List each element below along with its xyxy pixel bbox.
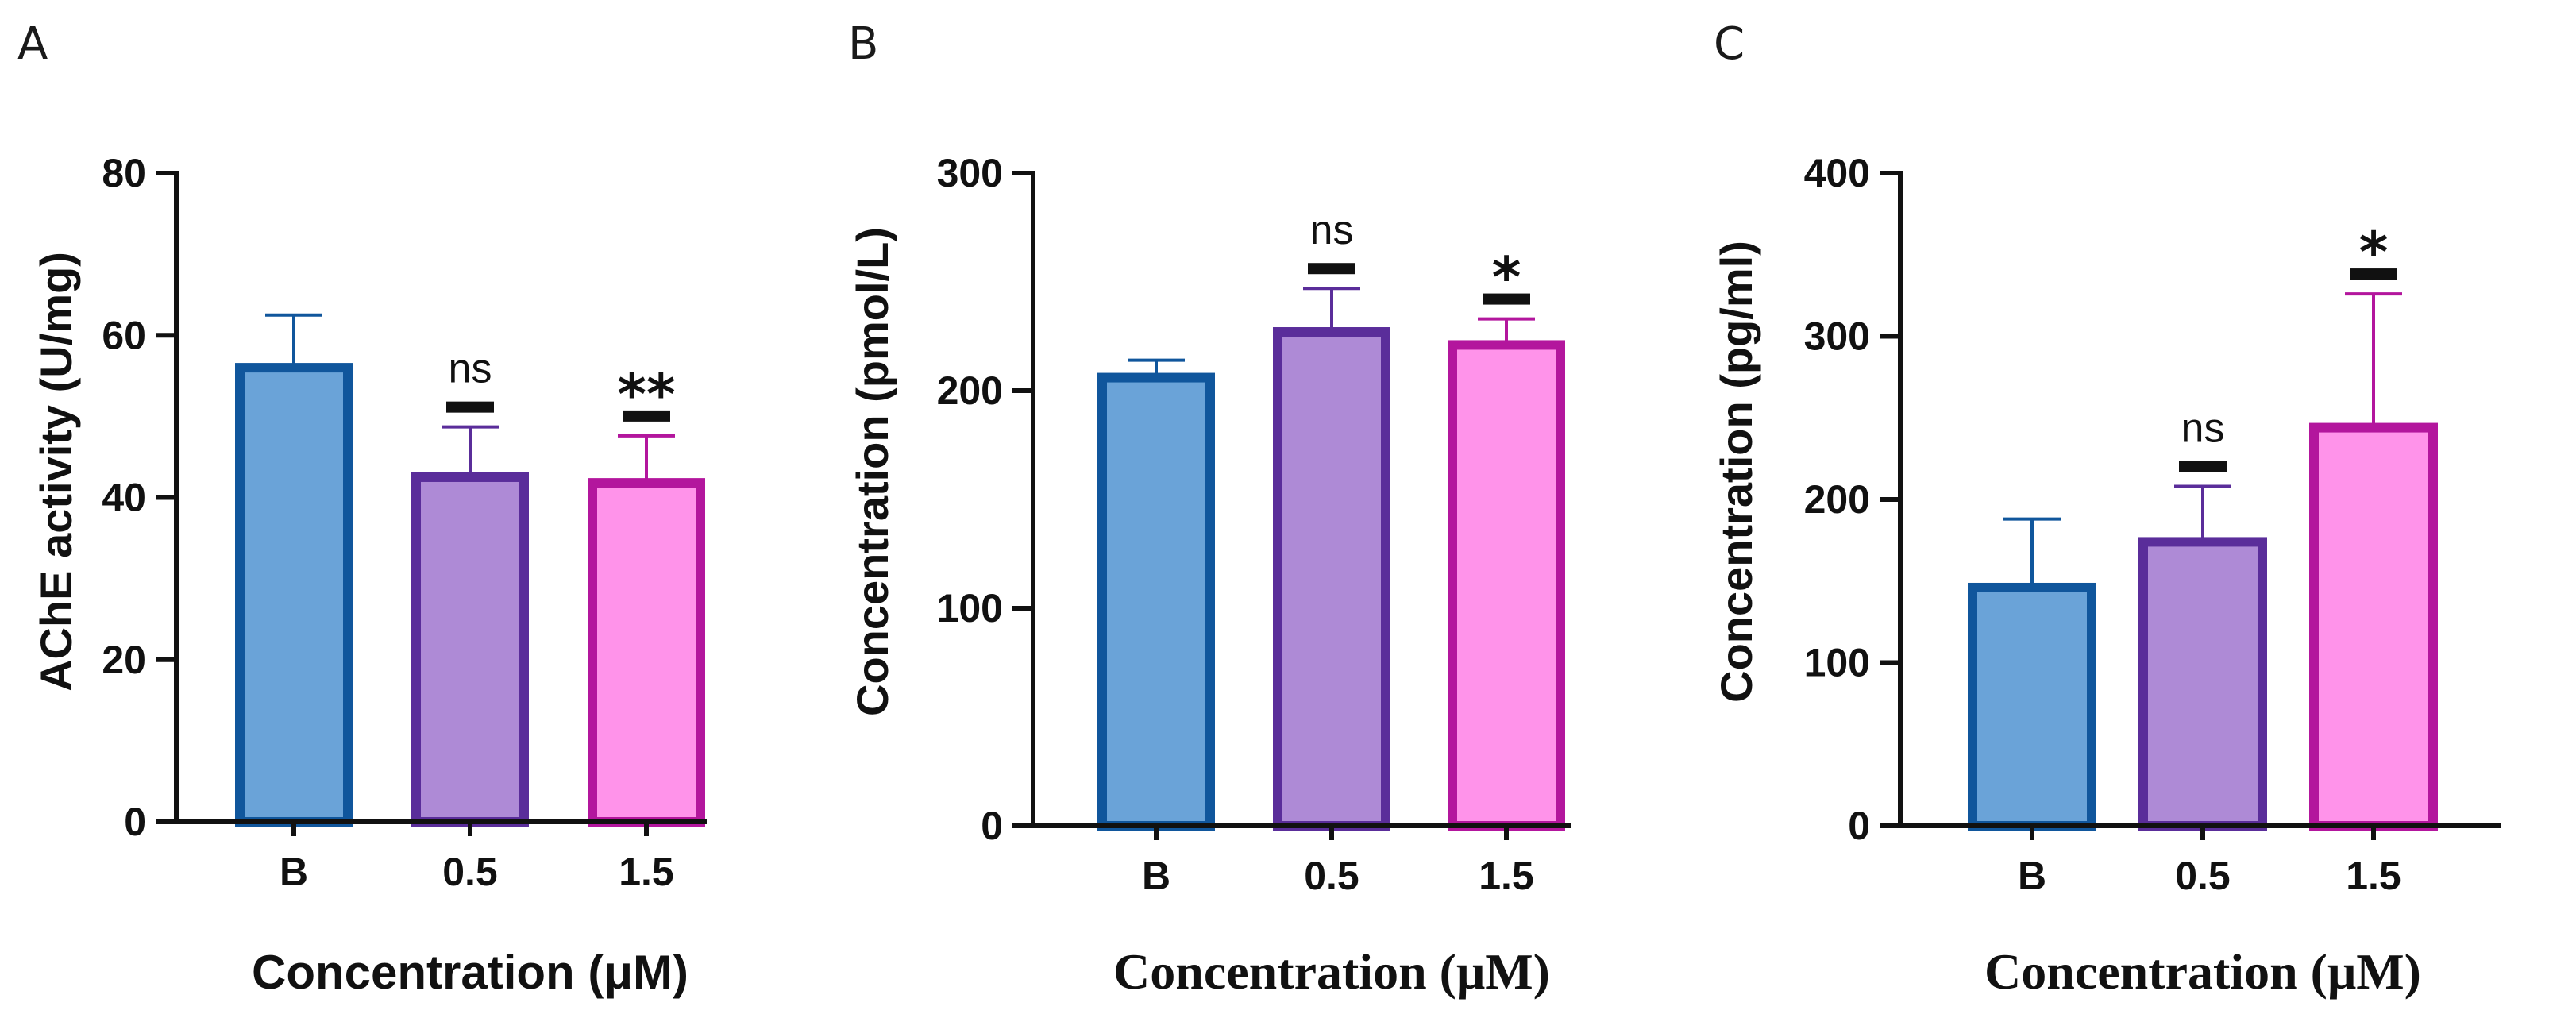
y-tick-label: 0 — [981, 804, 1003, 848]
panel-b-letter: B — [848, 18, 878, 70]
panel-a-letter: A — [17, 18, 48, 70]
significance-bar — [623, 410, 670, 422]
category-label: 1.5 — [2346, 854, 2401, 898]
y-tick-label: 100 — [937, 586, 1003, 630]
y-tick-label: 0 — [1848, 804, 1870, 848]
panel-b-plot: B 0.5 ns 1.5 * 0 100 200 300 — [937, 151, 1571, 898]
category-label: 0.5 — [1304, 854, 1359, 898]
category-label: B — [2018, 854, 2046, 898]
significance-label: ns — [1310, 207, 1354, 253]
y-tick-label: 200 — [937, 368, 1003, 413]
significance-bar — [2350, 268, 2397, 280]
significance-label: ** — [617, 362, 675, 427]
panel-c-letter: C — [1714, 18, 1745, 70]
panel-c-plot: B 0.5 ns 1.5 * 0 100 200 300 400 — [1804, 151, 2501, 898]
y-tick-label: 60 — [102, 313, 146, 357]
panel-b-ylabel: Concentration (pmol/L) — [847, 227, 897, 716]
panel-a-xlabel: Concentration (μM) — [252, 946, 688, 999]
significance-bar — [1308, 263, 1355, 275]
bar-0.5 — [2138, 537, 2267, 831]
panel-c-ylabel: Concentration (pg/ml) — [1711, 241, 1761, 703]
y-tick-label: 300 — [937, 151, 1003, 195]
category-label: 0.5 — [442, 850, 498, 894]
panel-a-ylabel: AChE activity (U/mg) — [31, 252, 81, 692]
category-label: 1.5 — [619, 850, 674, 894]
panel-b: B B 0.5 ns 1.5 * 0 100 200 300 Concentration (pm… — [847, 18, 1571, 1000]
category-label: 0.5 — [2175, 854, 2231, 898]
bar-B — [235, 363, 353, 827]
bar-1.5 — [588, 478, 705, 827]
significance-label: ns — [449, 346, 492, 392]
significance-bar — [2179, 461, 2227, 472]
panel-a: A B 0.5 ns 1.5 ** 0 20 40 60 80 AChE activity (U/… — [17, 18, 707, 999]
significance-bar — [1483, 293, 1530, 305]
significance-bar — [446, 401, 494, 413]
category-label: B — [1142, 854, 1170, 898]
significance-label: ns — [2181, 406, 2225, 452]
bar-B — [1968, 582, 2096, 831]
significance-label: * — [1492, 245, 1521, 310]
bar-0.5 — [411, 472, 529, 827]
y-tick-label: 300 — [1804, 314, 1870, 359]
y-tick-label: 400 — [1804, 151, 1870, 195]
y-tick-label: 20 — [102, 638, 146, 682]
category-label: B — [280, 850, 308, 894]
bar-1.5 — [1448, 340, 1565, 831]
panel-a-plot: B 0.5 ns 1.5 ** 0 20 40 60 80 — [102, 151, 707, 894]
panel-c: C B 0.5 ns 1.5 * 0 100 200 300 400 Concentration … — [1711, 18, 2501, 1000]
y-tick-label: 100 — [1804, 641, 1870, 685]
y-tick-label: 80 — [102, 151, 146, 195]
bar-B — [1097, 372, 1215, 831]
category-label: 1.5 — [1479, 854, 1534, 898]
bar-1.5 — [2309, 422, 2438, 831]
panel-c-xlabel: Concentration (μM) — [1984, 943, 2421, 1000]
y-tick-label: 200 — [1804, 477, 1870, 522]
bar-0.5 — [1273, 327, 1390, 831]
significance-label: * — [2359, 220, 2389, 285]
y-tick-label: 40 — [102, 476, 146, 520]
y-tick-label: 0 — [124, 800, 146, 844]
panel-b-xlabel: Concentration (μM) — [1113, 943, 1550, 1000]
